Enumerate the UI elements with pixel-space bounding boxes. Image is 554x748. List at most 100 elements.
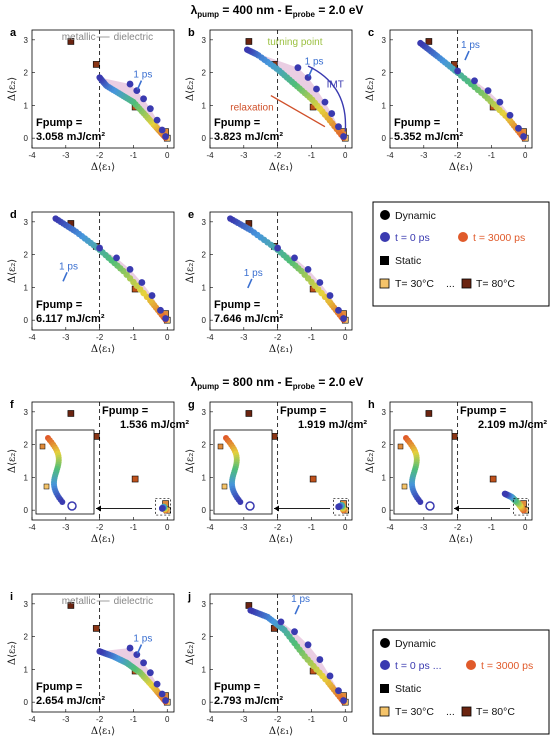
x-axis-label: Δ⟨ε₁⟩ (449, 534, 473, 545)
legend-dyn-end-label: t = 3000 ps (473, 232, 525, 244)
dynamic-start-point (326, 292, 334, 299)
x-tick-label: -2 (274, 333, 282, 342)
y-axis-label: Δ⟨ε₂⟩ (185, 641, 196, 665)
x-tick-label: 0 (343, 333, 348, 342)
one-ps-label: 1 ps (461, 40, 480, 51)
panel-e: e -4 -3 -2 -1 0 0 1 2 3 Δ⟨ε₁⟩ Δ⟨ε₂⟩ Fpump = 7.646 mJ/… (185, 209, 353, 355)
x-tick-label: -2 (96, 715, 104, 724)
legend-dynamic-marker (380, 210, 390, 220)
x-tick-label: -2 (454, 151, 462, 160)
panel-a-frame (31, 29, 175, 149)
dynamic-point (335, 503, 342, 511)
legend2-stat-start-label: T= 30°C (395, 706, 434, 718)
fluence-value: 2.109 mJ/cm² (478, 419, 547, 431)
fluence-value: 1.536 mJ/cm² (120, 419, 189, 431)
panel-j: j -4 -3 -2 -1 0 0 1 2 3 Δ⟨ε₁⟩ Δ⟨ε₂⟩ Fpump = 2.793 mJ/… (185, 591, 353, 737)
fluence-value: 2.654 mJ/cm² (36, 695, 105, 707)
zoom-arrow-head (274, 505, 279, 512)
static-point (425, 38, 433, 45)
dynamic-start-point (153, 680, 161, 688)
y-tick-label: 1 (202, 101, 207, 110)
y-tick-label: 0 (24, 134, 29, 143)
x-tick-label: -4 (206, 151, 214, 160)
static-point (67, 602, 75, 609)
x-tick-label: -4 (206, 333, 214, 342)
fluence-value: 3.058 mJ/cm² (36, 131, 105, 143)
fluence-value: 2.793 mJ/cm² (214, 695, 283, 707)
one-ps-arrow (294, 604, 300, 615)
x-tick-label: -4 (386, 523, 394, 532)
legend-stat-start-label: T= 30°C (395, 278, 434, 290)
dynamic-start-point (96, 244, 104, 252)
y-tick-label: 3 (24, 218, 29, 227)
y-tick-label: 3 (202, 36, 207, 45)
x-tick-label: -2 (454, 523, 462, 532)
legend-dyn-start-marker (380, 232, 390, 242)
y-tick-label: 1 (202, 665, 207, 674)
static-point (425, 410, 433, 417)
dynamic-start-point (316, 279, 324, 286)
legend2-dyn-start-marker (380, 660, 390, 670)
fluence-label: Fpump = (214, 299, 260, 311)
x-tick-label: -1 (488, 523, 496, 532)
y-tick-label: 3 (24, 600, 29, 609)
fluence-label: Fpump = (36, 681, 82, 693)
x-axis-label: Δ⟨ε₁⟩ (269, 534, 293, 545)
x-tick-label: -1 (308, 333, 316, 342)
inset-static-point (221, 483, 228, 490)
x-tick-label: -4 (28, 151, 36, 160)
x-tick-label: 0 (343, 715, 348, 724)
panel-c-frame (389, 29, 533, 149)
dynamic-start-point (520, 133, 527, 140)
y-tick-label: 1 (382, 473, 387, 482)
dynamic-point (247, 607, 254, 614)
legend2-static-marker (380, 684, 389, 693)
x-tick-label: -2 (96, 523, 104, 532)
legend2-dyn-start-label: t = 0 ps... (395, 660, 442, 672)
dielectric-label: dielectric (114, 32, 153, 43)
dynamic-start-point (328, 110, 336, 117)
dynamic-start-point (304, 641, 312, 649)
x-axis-label: Δ⟨ε₁⟩ (269, 344, 293, 355)
legend2-dyn-end-label: t = 3000 ps (481, 660, 533, 672)
panel-h: h -4 -3 -2 -1 0 0 1 2 3 Δ⟨ε₁⟩ Δ⟨ε₂⟩ Fpump = 2.109 mJ/… (365, 399, 547, 545)
panel-d-label: d (10, 209, 17, 221)
dynamic-start-point (126, 644, 134, 652)
x-tick-label: -2 (274, 715, 282, 724)
inset-start-ring (425, 501, 435, 511)
panel-d: d -4 -3 -2 -1 0 0 1 2 3 Δ⟨ε₁⟩ Δ⟨ε₂⟩ Fpump = 6.117 mJ/… (7, 209, 175, 355)
x-tick-label: 0 (523, 151, 528, 160)
x-tick-label: -1 (130, 151, 138, 160)
panel-b-label: b (188, 27, 195, 39)
inset-start-ring (245, 501, 255, 511)
y-axis-label: Δ⟨ε₂⟩ (7, 449, 18, 473)
dynamic-start-point (484, 87, 492, 95)
y-tick-label: 3 (202, 408, 207, 417)
one-ps-label: 1 ps (244, 268, 263, 279)
legend-stat-end-marker (461, 278, 472, 289)
dynamic-point (158, 505, 166, 512)
relaxation-arrow (270, 94, 326, 128)
legend2-dynamic-label: Dynamic (395, 638, 436, 650)
x-tick-label: -3 (240, 151, 248, 160)
fluence-value: 1.919 mJ/cm² (298, 419, 367, 431)
legend2-stat-start-marker (379, 706, 390, 717)
y-tick-label: 0 (202, 316, 207, 325)
section-title-800nm: λpump = 800 nm - Eprobe = 2.0 eV (191, 375, 364, 391)
dynamic-start-point (340, 315, 347, 322)
dynamic-start-point (340, 697, 347, 704)
one-ps-arrow (136, 644, 143, 654)
x-axis-label: Δ⟨ε₁⟩ (91, 726, 115, 737)
metallic-label: metallic (62, 596, 96, 607)
one-ps-label: 1 ps (291, 594, 310, 605)
legend-stat-end-label: T= 80°C (476, 278, 515, 290)
y-tick-label: 0 (24, 698, 29, 707)
x-tick-label: -1 (308, 715, 316, 724)
x-tick-label: -2 (274, 523, 282, 532)
dynamic-start-point (162, 315, 169, 322)
legend-ellipsis: ... (446, 278, 455, 290)
one-ps-arrow (136, 80, 143, 90)
dynamic-point (96, 74, 103, 81)
static-point (92, 625, 100, 632)
